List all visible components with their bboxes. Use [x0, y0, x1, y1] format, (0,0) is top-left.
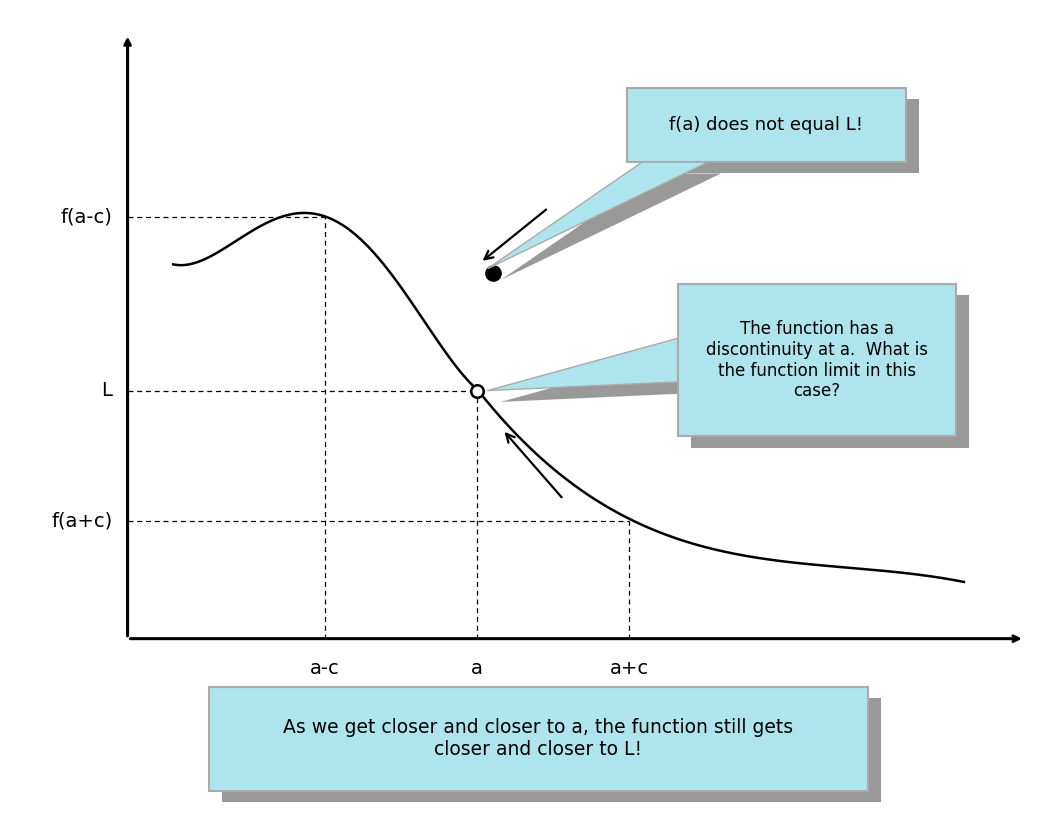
Text: As we get closer and closer to a, the function still gets
closer and closer to L: As we get closer and closer to a, the fu…	[283, 718, 793, 759]
Text: a: a	[471, 659, 484, 677]
Text: a-c: a-c	[310, 659, 340, 677]
Text: a+c: a+c	[609, 659, 649, 677]
Text: The function has a
discontinuity at a.  What is
the function limit in this
case?: The function has a discontinuity at a. W…	[705, 320, 928, 401]
Polygon shape	[488, 339, 678, 391]
Text: f(a+c): f(a+c)	[51, 512, 112, 530]
Polygon shape	[501, 174, 721, 280]
Text: f(a-c): f(a-c)	[60, 207, 112, 226]
FancyBboxPatch shape	[222, 698, 881, 802]
Polygon shape	[488, 162, 708, 268]
FancyBboxPatch shape	[627, 88, 906, 162]
FancyBboxPatch shape	[691, 295, 969, 448]
FancyBboxPatch shape	[209, 686, 868, 791]
Text: L: L	[101, 381, 112, 400]
Polygon shape	[501, 350, 691, 402]
FancyBboxPatch shape	[678, 284, 957, 437]
Text: f(a) does not equal L!: f(a) does not equal L!	[670, 116, 863, 134]
FancyBboxPatch shape	[640, 100, 919, 174]
